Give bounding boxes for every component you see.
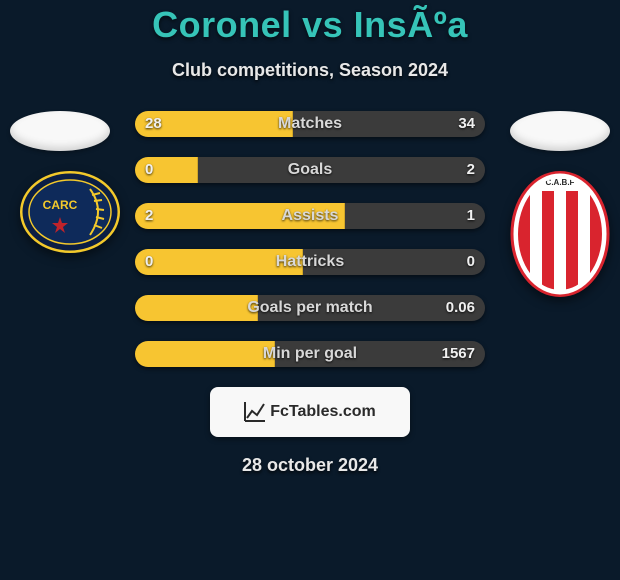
stat-bar-left — [135, 249, 303, 275]
stat-row: 0.06Goals per match — [135, 295, 485, 321]
svg-text:CARC: CARC — [43, 198, 78, 212]
stat-bar-right — [303, 249, 485, 275]
attribution-box[interactable]: FcTables.com — [210, 387, 410, 437]
stat-value-right: 0 — [467, 249, 475, 275]
page: Coronel vs InsÃºa Club competitions, Sea… — [0, 0, 620, 580]
stat-row: 00Hattricks — [135, 249, 485, 275]
attribution-text: FcTables.com — [270, 403, 376, 421]
stat-value-left: 0 — [145, 249, 153, 275]
stat-value-right: 1 — [467, 203, 475, 229]
stat-bar-right — [345, 203, 485, 229]
stat-value-right: 2 — [467, 157, 475, 183]
chart-icon — [244, 401, 266, 423]
stat-value-right: 1567 — [442, 341, 475, 367]
club-badge-right: C.A.B.F — [510, 171, 610, 297]
stat-value-left: 28 — [145, 111, 162, 137]
avatar-right — [510, 111, 610, 151]
avatar-left — [10, 111, 110, 151]
stat-row: 2834Matches — [135, 111, 485, 137]
stat-value-right: 0.06 — [446, 295, 475, 321]
stat-bar-right — [293, 111, 486, 137]
stat-value-left: 0 — [145, 157, 153, 183]
stat-row: 21Assists — [135, 203, 485, 229]
stat-value-right: 34 — [458, 111, 475, 137]
content: CARC C.A.B.F — [0, 111, 620, 476]
club-badge-left: CARC — [20, 171, 120, 253]
stat-row: 1567Min per goal — [135, 341, 485, 367]
page-title: Coronel vs InsÃºa — [0, 0, 620, 46]
subtitle: Club competitions, Season 2024 — [0, 60, 620, 81]
stat-bars: 2834Matches02Goals21Assists00Hattricks0.… — [135, 111, 485, 367]
stat-bar-left — [135, 295, 258, 321]
stat-bar-right — [198, 157, 485, 183]
stat-bar-left — [135, 203, 345, 229]
stat-value-left: 2 — [145, 203, 153, 229]
stat-row: 02Goals — [135, 157, 485, 183]
stat-bar-left — [135, 341, 275, 367]
date: 28 october 2024 — [0, 455, 620, 476]
